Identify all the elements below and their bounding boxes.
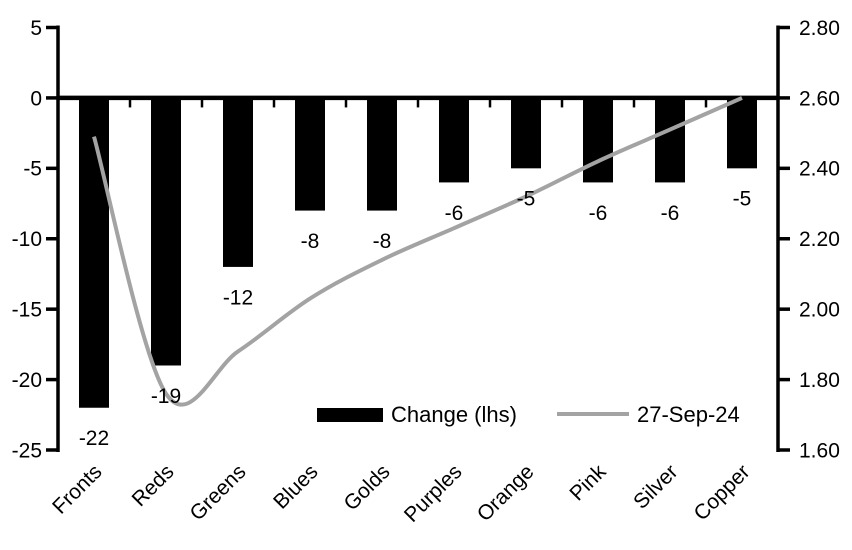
x-label-fronts: Fronts (48, 460, 106, 518)
axes: 5 0 -5 -10 -15 -20 -25 2.80 2.60 2.40 2.20 2.00 1.80… (12, 17, 840, 463)
bar-golds (367, 97, 397, 211)
bar-blues (295, 97, 325, 211)
left-axis-tick-label: -20 (12, 369, 42, 392)
bar-pink (583, 97, 613, 183)
line-series (92, 96, 743, 407)
left-axis-tick-label: -15 (12, 299, 42, 322)
bar-label-blues: -8 (301, 230, 320, 253)
legend-bar-label: Change (lhs) (391, 402, 517, 427)
x-label-copper: Copper (690, 460, 755, 525)
line-27-sep-24 (92, 96, 743, 407)
legend-bar-swatch (317, 408, 383, 422)
left-axis-tick-label: -25 (12, 439, 42, 462)
bar-greens (223, 97, 253, 267)
right-axis-tick-label: 1.60 (799, 439, 840, 462)
bar-label-silver: -6 (661, 202, 680, 225)
right-axis-tick-label: 2.40 (799, 158, 840, 181)
bar-orange (511, 97, 541, 169)
left-axis-tick-label: -5 (23, 158, 42, 181)
bar-label-reds: -19 (151, 385, 181, 408)
bar-fronts (79, 97, 109, 408)
bar-silver (655, 97, 685, 183)
x-label-purples: Purples (400, 460, 467, 527)
right-axis-tick-label: 2.20 (799, 228, 840, 251)
left-axis-tick-label: 0 (30, 87, 42, 110)
bar-label-pink: -6 (589, 202, 608, 225)
x-label-pink: Pink (565, 460, 611, 506)
bar-series (79, 97, 757, 408)
x-label-silver: Silver (629, 460, 682, 513)
legend-line-label: 27-Sep-24 (637, 402, 740, 427)
bar-label-fronts: -22 (79, 427, 109, 450)
bar-label-copper: -5 (733, 188, 752, 211)
x-label-greens: Greens (186, 460, 251, 525)
category-axis-labels: Fronts Reds Greens Blues Golds Purples Orange P… (48, 460, 754, 527)
right-axis-tick-label: 1.80 (799, 369, 840, 392)
bar-reds (151, 97, 181, 366)
bar-label-golds: -8 (373, 230, 392, 253)
x-label-golds: Golds (339, 460, 394, 515)
left-axis-tick-label: 5 (30, 17, 42, 40)
right-axis-tick-label: 2.00 (799, 299, 840, 322)
right-axis-tick-label: 2.80 (799, 17, 840, 40)
bar-copper (727, 97, 757, 169)
bar-purples (439, 97, 469, 183)
x-label-blues: Blues (269, 460, 322, 513)
x-label-orange: Orange (473, 460, 539, 526)
bar-label-orange: -5 (517, 188, 536, 211)
bar-label-greens: -12 (223, 286, 253, 309)
right-axis-tick-label: 2.60 (799, 87, 840, 110)
bar-label-purples: -6 (445, 202, 464, 225)
x-label-reds: Reds (128, 460, 179, 511)
left-axis-tick-label: -10 (12, 228, 42, 251)
bar-value-labels: -22 -19 -12 -8 -8 -6 -5 -6 -6 -5 (79, 188, 752, 450)
legend: Change (lhs) 27-Sep-24 (317, 402, 740, 427)
